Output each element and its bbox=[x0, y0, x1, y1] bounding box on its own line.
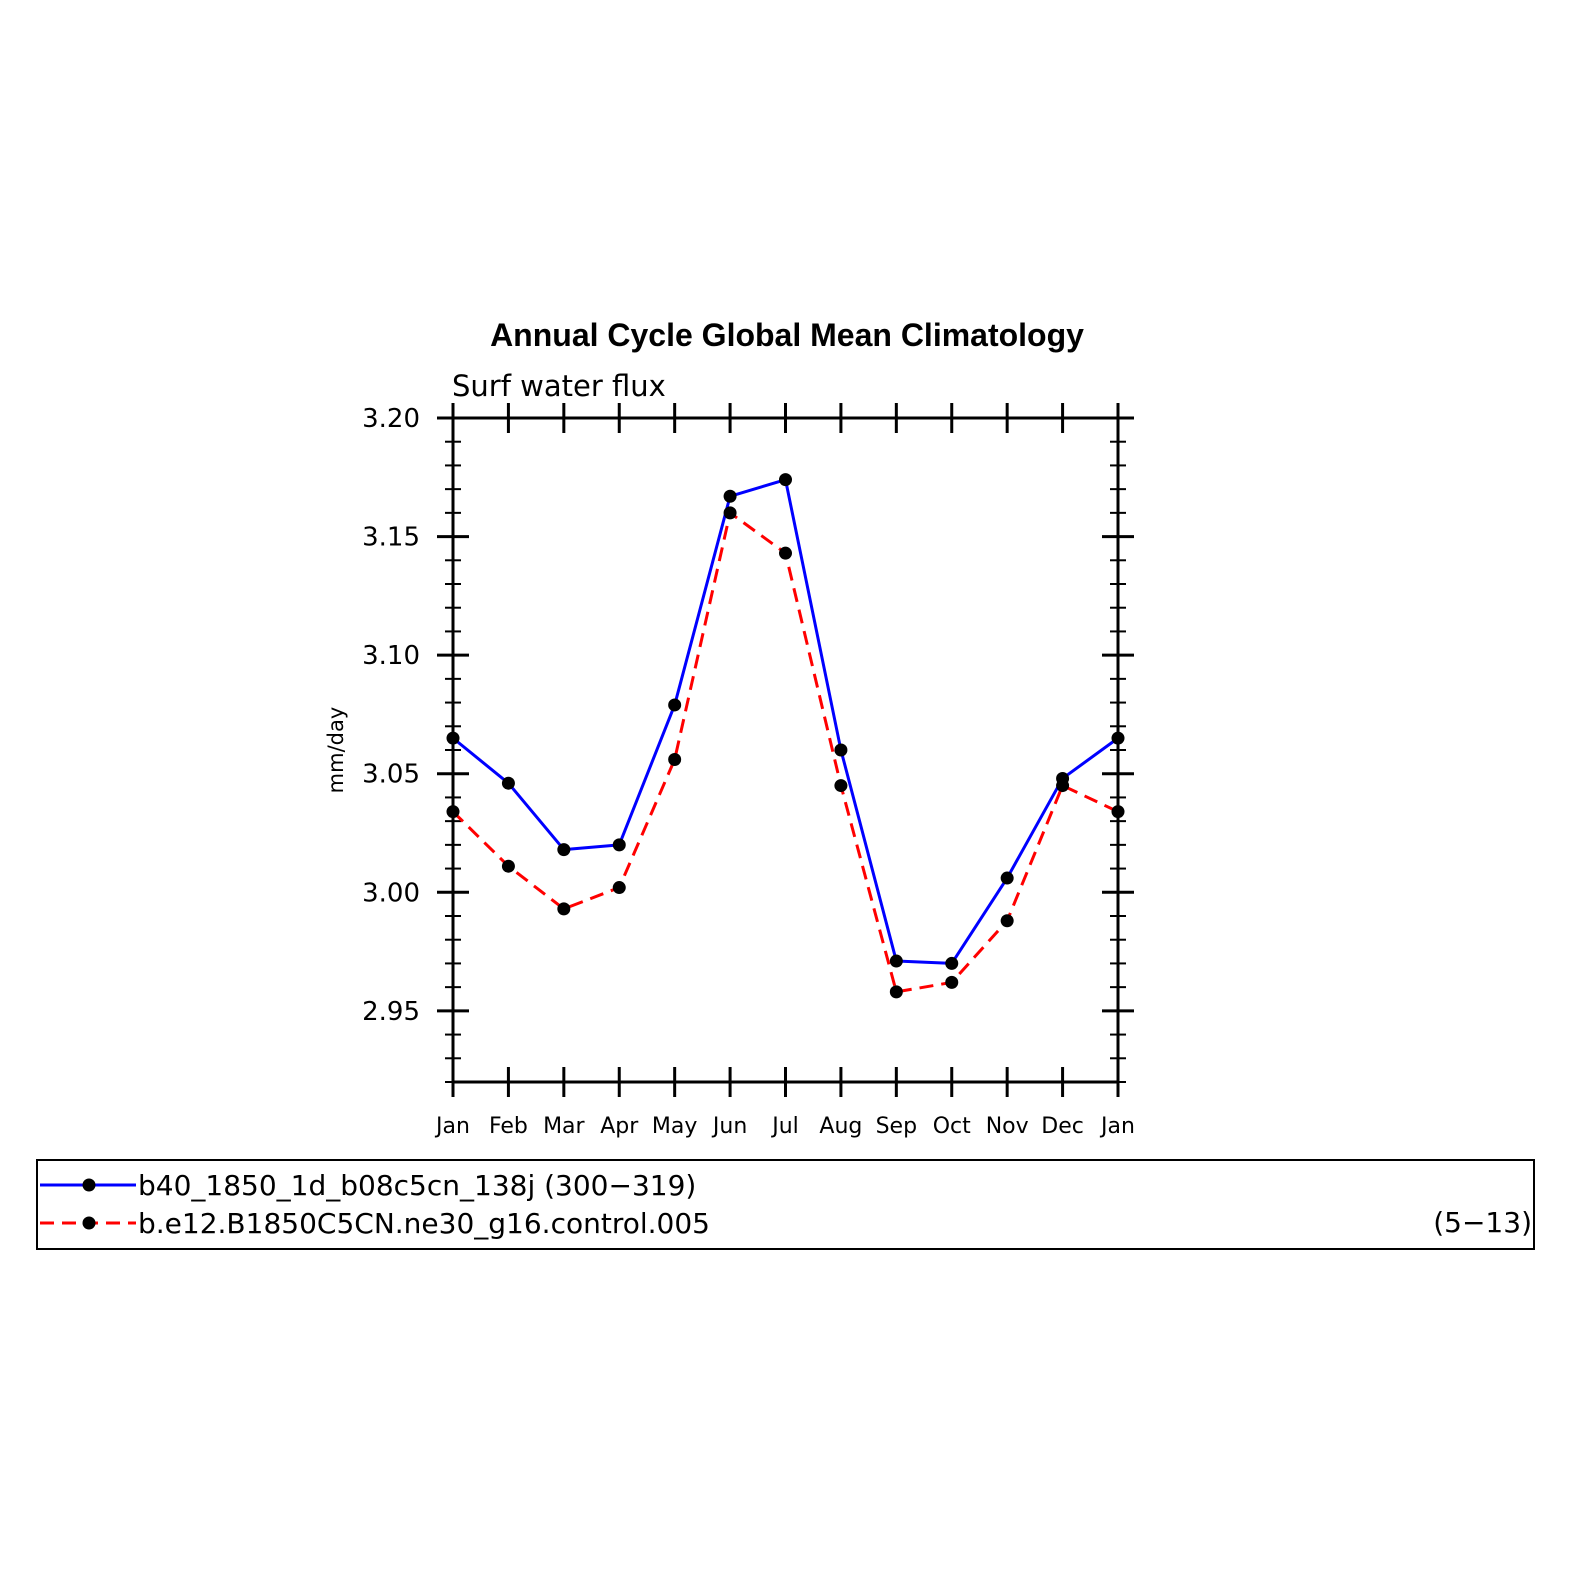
x-tick-label: Dec bbox=[1041, 1114, 1084, 1139]
chart-title: Annual Cycle Global Mean Climatology bbox=[490, 317, 1084, 353]
y-axis-tick-labels: 3.20 3.15 3.10 3.05 3.00 2.95 bbox=[362, 404, 420, 1027]
plot-frame bbox=[451, 416, 1120, 1084]
data-point bbox=[945, 956, 959, 970]
x-tick-label: Apr bbox=[600, 1114, 639, 1139]
y-tick-label: 3.00 bbox=[362, 878, 420, 908]
data-point bbox=[446, 731, 460, 745]
data-point bbox=[1000, 871, 1014, 885]
x-tick-label: Jun bbox=[711, 1114, 747, 1139]
data-point bbox=[779, 546, 792, 560]
legend-label: b.e12.B1850C5CN.ne30_g16.control.005 bbox=[138, 1207, 710, 1240]
x-tick-label: Jan bbox=[434, 1114, 470, 1139]
legend-label: b40_1850_1d_b08c5cn_138j (300−319) bbox=[138, 1169, 696, 1202]
x-tick-label: May bbox=[652, 1114, 697, 1139]
x-tick-label: Nov bbox=[986, 1114, 1029, 1139]
legend-marker bbox=[82, 1216, 96, 1230]
x-tick-label: Feb bbox=[489, 1114, 528, 1139]
series-2 bbox=[446, 506, 1125, 999]
legend-entry: b.e12.B1850C5CN.ne30_g16.control.005 bbox=[40, 1207, 710, 1240]
data-point bbox=[501, 859, 515, 873]
x-tick-label: Sep bbox=[876, 1114, 917, 1139]
data-point bbox=[1111, 731, 1125, 745]
x-tick-label: Mar bbox=[543, 1114, 585, 1139]
legend: b40_1850_1d_b08c5cn_138j (300−319) b.e12.… bbox=[36, 1159, 1535, 1250]
x-tick-label: Jul bbox=[770, 1114, 799, 1139]
x-tick-label: Aug bbox=[819, 1114, 862, 1139]
data-point bbox=[557, 902, 571, 916]
y-axis-label: mm/day bbox=[324, 707, 348, 794]
legend-marker bbox=[82, 1178, 96, 1192]
x-axis-ticks bbox=[451, 403, 1120, 1097]
data-point bbox=[1000, 914, 1014, 928]
data-point bbox=[779, 473, 792, 487]
x-axis-tick-labels: Jan Feb Mar Apr May Jun Jul Aug Sep Oct Nov Dec Jan bbox=[434, 1114, 1135, 1139]
data-point bbox=[889, 954, 903, 968]
data-point bbox=[834, 779, 848, 793]
x-tick-label: Jan bbox=[1099, 1114, 1135, 1139]
chart-subtitle: Surf water flux bbox=[452, 369, 666, 403]
data-point bbox=[945, 975, 959, 989]
data-point bbox=[668, 752, 682, 766]
data-point bbox=[612, 881, 626, 895]
y-tick-label: 3.20 bbox=[362, 404, 420, 434]
y-tick-label: 2.95 bbox=[362, 997, 420, 1027]
y-tick-label: 3.10 bbox=[362, 641, 420, 671]
legend-entries: b40_1850_1d_b08c5cn_138j (300−319) b.e12.… bbox=[40, 1169, 710, 1240]
y-tick-label: 3.05 bbox=[362, 760, 420, 790]
data-point bbox=[1056, 779, 1070, 793]
legend-entry: b40_1850_1d_b08c5cn_138j (300−319) bbox=[40, 1169, 696, 1202]
legend-suffix: (5−13) bbox=[1433, 1206, 1532, 1239]
plot-series bbox=[446, 473, 1125, 999]
y-axis-ticks bbox=[437, 416, 1134, 1083]
data-point bbox=[446, 805, 460, 819]
axes: 3.20 3.15 3.10 3.05 3.00 2.95 Jan Feb Mar Apr May… bbox=[362, 403, 1135, 1139]
data-point bbox=[723, 489, 737, 503]
legend-box bbox=[36, 1159, 1535, 1250]
x-tick-label: Oct bbox=[933, 1114, 971, 1139]
data-point bbox=[723, 506, 737, 520]
data-point bbox=[834, 743, 848, 757]
data-point bbox=[668, 698, 682, 712]
data-point bbox=[1111, 805, 1125, 819]
data-point bbox=[889, 985, 903, 999]
data-point bbox=[501, 776, 515, 790]
y-tick-label: 3.15 bbox=[362, 523, 420, 553]
series-line bbox=[451, 511, 1119, 994]
data-point bbox=[612, 838, 626, 852]
data-point bbox=[557, 843, 571, 857]
